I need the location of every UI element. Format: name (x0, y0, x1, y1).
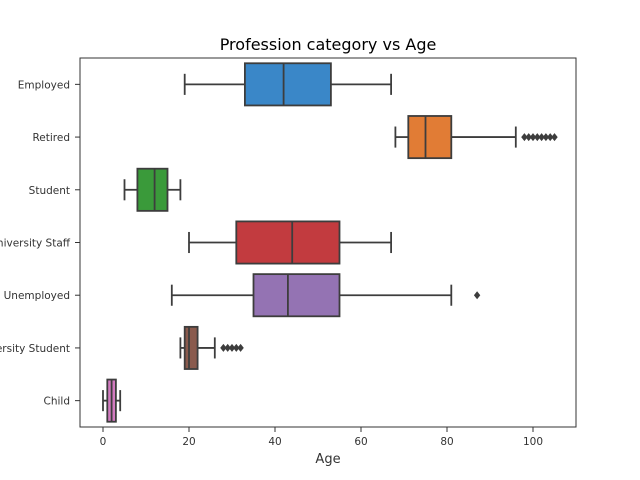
iqr-box (254, 274, 340, 316)
box-employed (185, 63, 391, 105)
plot-area (103, 63, 558, 421)
x-tick-label: 40 (268, 436, 281, 448)
iqr-box (408, 116, 451, 158)
iqr-box (245, 63, 331, 105)
iqr-box (236, 221, 339, 263)
y-tick-label: University Staff (0, 238, 71, 250)
y-tick-label: Retired (32, 132, 70, 144)
box-university-staff (189, 221, 391, 263)
box-university-student (180, 327, 243, 369)
y-tick-label: Employed (18, 79, 70, 91)
chart-title: Profession category vs Age (220, 35, 437, 54)
outlier-point (237, 344, 243, 352)
x-tick-label: 80 (440, 436, 453, 448)
x-axis-ticks: 0 20 40 60 80 100 (100, 427, 543, 448)
x-tick-label: 20 (182, 436, 195, 448)
box-unemployed (172, 274, 481, 316)
x-axis-label: Age (315, 452, 340, 467)
iqr-box (137, 169, 167, 211)
box-student (125, 169, 181, 211)
outlier-point (551, 133, 557, 141)
x-tick-label: 0 (100, 436, 107, 448)
outlier-point (474, 291, 480, 299)
y-axis-ticks: Employed Retired Student University Staff Un… (0, 79, 80, 407)
y-tick-label: University Student (0, 343, 70, 355)
box-retired (395, 116, 557, 158)
y-tick-label: Child (44, 396, 71, 408)
iqr-box (185, 327, 198, 369)
x-tick-label: 60 (354, 436, 367, 448)
y-tick-label: Unemployed (4, 290, 70, 302)
box-child (103, 380, 120, 422)
y-tick-label: Student (29, 185, 70, 197)
x-tick-label: 100 (523, 436, 543, 448)
